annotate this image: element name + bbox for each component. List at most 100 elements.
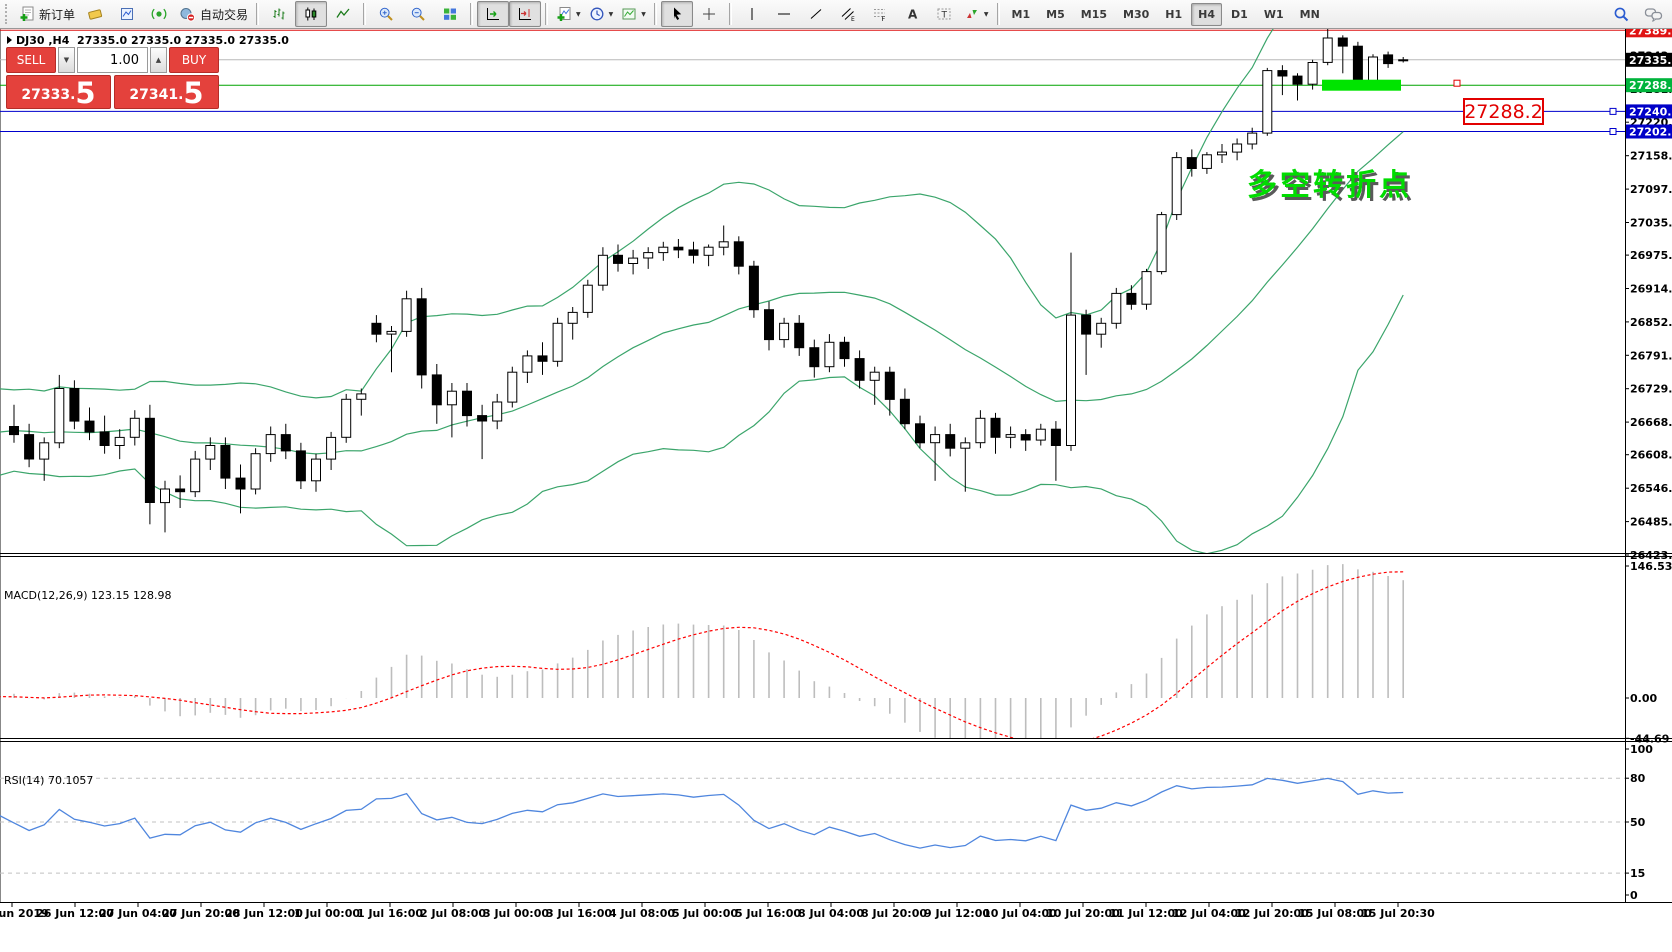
candle xyxy=(416,298,427,376)
crosshair-tool-button[interactable] xyxy=(693,1,725,27)
volume-decrease-button[interactable]: ▼ xyxy=(58,47,75,73)
indicators-dropdown-caret[interactable]: ▼ xyxy=(576,10,581,18)
timeframe-button-M1[interactable]: M1 xyxy=(1011,7,1031,21)
timeframe-button-D1[interactable]: D1 xyxy=(1231,7,1248,21)
timeframe-button-H1[interactable]: H1 xyxy=(1165,7,1183,21)
candle xyxy=(839,341,850,360)
buy-button[interactable]: BUY xyxy=(169,47,219,73)
toolbar-separator xyxy=(728,3,732,25)
turning-point-annotation[interactable]: 多空转折点 xyxy=(1247,168,1412,203)
line-chart-icon xyxy=(336,8,350,18)
fibonacci-tool-button[interactable]: F xyxy=(864,1,896,27)
candlestick-chart-button[interactable] xyxy=(295,1,328,27)
rsi-tick-label: 80 xyxy=(1630,772,1646,785)
text-label-tool-button[interactable]: T xyxy=(928,1,960,27)
candle xyxy=(915,423,925,444)
sell-price[interactable]: 27333. 5 xyxy=(6,75,111,109)
rsi-tick-label: 15 xyxy=(1630,867,1645,880)
data-feed-button[interactable] xyxy=(143,1,175,27)
price-badge-label: 27202.9 xyxy=(1629,126,1672,139)
cursor-tool-button[interactable] xyxy=(660,1,693,27)
candle xyxy=(597,254,608,286)
price-badge xyxy=(1626,124,1672,139)
equidistant-channel-tool-button[interactable]: E xyxy=(832,1,864,27)
volume-input[interactable]: 1.00 xyxy=(77,47,148,73)
auto-trading-button[interactable]: 自动交易 xyxy=(175,1,252,27)
toolbar-separator xyxy=(653,3,657,25)
trendline-tool-button[interactable] xyxy=(800,1,832,27)
indicators-icon xyxy=(557,7,571,21)
arrows-tool-button[interactable]: ▼ xyxy=(960,1,993,27)
bar-chart-button[interactable] xyxy=(263,1,295,27)
macd-signal-line xyxy=(0,571,1404,738)
volume-increase-button[interactable]: ▲ xyxy=(150,47,167,73)
candle xyxy=(371,322,382,335)
time-label: 15 Jul 08:00 xyxy=(1298,907,1372,920)
candle xyxy=(1005,434,1016,438)
timeframe-button-W1[interactable]: W1 xyxy=(1263,7,1284,21)
tile-windows-button[interactable] xyxy=(434,1,466,27)
candle xyxy=(69,388,80,422)
text-tool-button[interactable]: A xyxy=(896,1,928,27)
buy-price[interactable]: 27341. 5 xyxy=(114,75,219,109)
templates-dropdown-caret[interactable]: ▼ xyxy=(641,10,646,18)
candle xyxy=(1050,428,1061,447)
arrows-dropdown-caret[interactable]: ▼ xyxy=(983,10,989,18)
zoom-in-button[interactable] xyxy=(370,1,402,27)
macd-indicator-label: MACD(12,26,9) 123.15 128.98 xyxy=(4,589,172,602)
chart-shift-button[interactable] xyxy=(509,1,542,27)
market-watch-button[interactable] xyxy=(111,1,143,27)
timeframe-button-MN[interactable]: MN xyxy=(1299,7,1320,21)
line-chart-button[interactable] xyxy=(327,1,359,27)
timeframe-button-M15[interactable]: M15 xyxy=(1080,7,1108,21)
data-feed-icon xyxy=(151,8,167,20)
price-level-annotation-box[interactable]: 27288.2 xyxy=(1463,98,1544,125)
price-tick-label: 26791.0 xyxy=(1630,349,1672,362)
candle xyxy=(1292,75,1303,85)
candle xyxy=(688,249,699,256)
horizontal-line-tool-button[interactable] xyxy=(768,1,800,27)
bar-chart-icon xyxy=(273,8,285,20)
chart-canvas[interactable]: 27404.527343.027281.527220.027158.527097… xyxy=(0,0,1672,922)
price-tick-label: 26729.5 xyxy=(1630,383,1672,396)
time-label: 12 Jul 20:00 xyxy=(1235,907,1309,920)
candle xyxy=(899,398,910,425)
price-badge xyxy=(1626,78,1672,93)
periods-dropdown-caret[interactable]: ▼ xyxy=(608,10,614,18)
sell-button[interactable]: SELL xyxy=(6,47,56,73)
chat-button[interactable] xyxy=(1637,1,1669,27)
svg-text:E: E xyxy=(851,16,855,22)
time-label: 4 Jul 08:00 xyxy=(609,907,675,920)
search-button[interactable] xyxy=(1605,1,1637,27)
new-order-button[interactable]: 新订单 xyxy=(15,1,79,27)
price-tick-label: 27035.5 xyxy=(1630,217,1672,230)
price-badge-label: 27240.0 xyxy=(1629,105,1672,118)
candle xyxy=(462,390,472,417)
chart-profiles-button[interactable] xyxy=(79,1,111,27)
vertical-line-tool-button[interactable] xyxy=(736,1,768,27)
candle xyxy=(1368,56,1378,82)
candle xyxy=(718,241,729,248)
candle xyxy=(1035,428,1046,441)
timeframe-button-H4[interactable]: H4 xyxy=(1191,2,1223,26)
templates-button[interactable]: ▼ xyxy=(617,1,650,27)
candle xyxy=(1232,143,1243,153)
candle xyxy=(854,358,865,381)
candle xyxy=(990,417,1001,438)
zoom-out-button[interactable] xyxy=(402,1,434,27)
chart-profiles-icon xyxy=(88,9,103,20)
periods-button[interactable]: ▼ xyxy=(585,1,618,27)
candle xyxy=(84,420,95,433)
price-badge xyxy=(1626,52,1672,67)
price-axis[interactable]: 27404.527343.027281.527220.027158.527097… xyxy=(1625,2,1672,902)
periods-clock-icon xyxy=(590,7,604,21)
candle xyxy=(658,246,669,254)
auto-scroll-button[interactable] xyxy=(477,1,510,27)
toolbar-grip xyxy=(5,4,11,24)
timeframe-button-M5[interactable]: M5 xyxy=(1046,7,1065,21)
timeframe-button-M30[interactable]: M30 xyxy=(1123,7,1150,21)
macd-tick-label: 146.53 xyxy=(1630,560,1672,573)
indicators-button[interactable]: ▼ xyxy=(552,1,585,27)
candle xyxy=(613,254,623,264)
